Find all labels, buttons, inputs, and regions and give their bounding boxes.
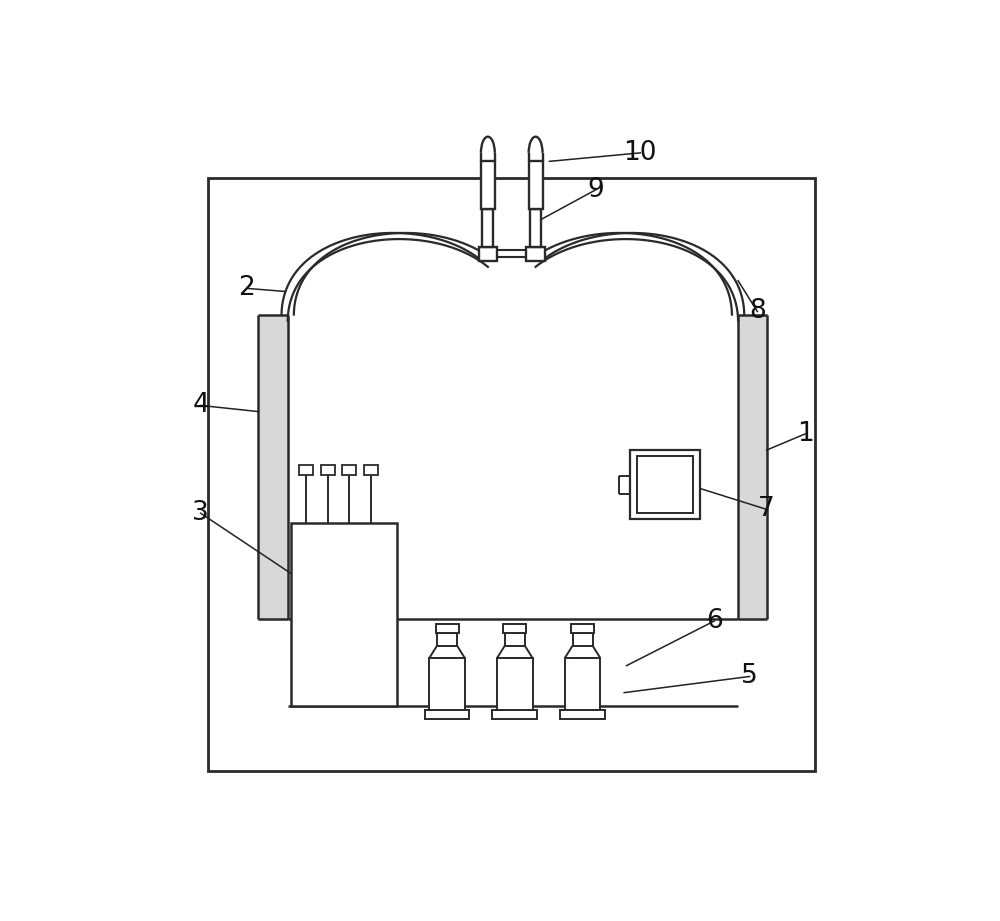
Text: 3: 3 xyxy=(192,500,209,526)
Bar xyxy=(364,465,378,474)
Bar xyxy=(565,658,600,710)
Bar xyxy=(299,465,313,474)
Bar xyxy=(291,523,397,705)
Bar xyxy=(208,179,815,771)
Bar xyxy=(481,160,495,209)
Bar xyxy=(492,710,537,718)
Bar xyxy=(429,658,465,710)
Bar xyxy=(505,634,525,646)
Polygon shape xyxy=(738,315,767,619)
Bar xyxy=(436,624,459,634)
Bar xyxy=(529,160,543,209)
Text: 4: 4 xyxy=(192,392,209,418)
Bar xyxy=(482,209,493,247)
Bar xyxy=(425,710,469,718)
Bar xyxy=(571,624,594,634)
Text: 8: 8 xyxy=(749,298,766,324)
Text: 7: 7 xyxy=(758,496,775,522)
Bar xyxy=(637,456,693,513)
Bar xyxy=(479,247,497,261)
Text: 10: 10 xyxy=(624,140,657,166)
Bar xyxy=(342,465,356,474)
Bar xyxy=(560,710,605,718)
Bar xyxy=(437,634,457,646)
Text: 5: 5 xyxy=(741,663,758,690)
Bar xyxy=(497,658,533,710)
Bar xyxy=(530,209,541,247)
Text: 2: 2 xyxy=(238,275,255,301)
Bar xyxy=(526,247,545,261)
Bar xyxy=(630,450,700,519)
Bar xyxy=(573,634,593,646)
Bar xyxy=(503,624,526,634)
Text: 6: 6 xyxy=(706,608,723,634)
Bar xyxy=(321,465,335,474)
Text: 9: 9 xyxy=(587,177,604,203)
Polygon shape xyxy=(258,315,288,619)
Text: 1: 1 xyxy=(797,421,813,447)
